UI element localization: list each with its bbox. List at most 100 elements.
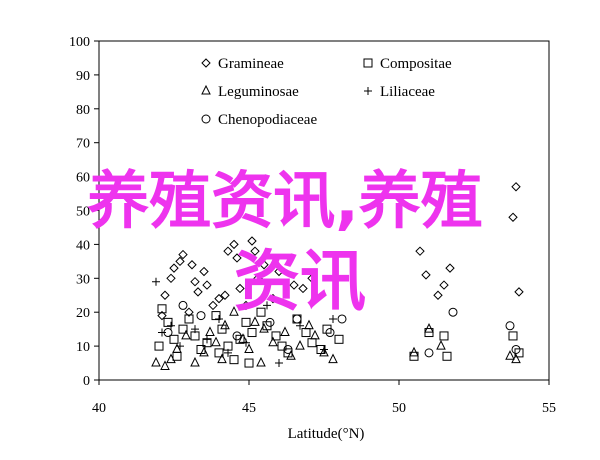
compositae-point (442, 351, 452, 361)
leguminosae-point (256, 356, 266, 367)
liliaceae-point (296, 321, 304, 330)
compositae-point (184, 314, 194, 324)
y-tick-label: 0 (83, 374, 90, 389)
gramineae-point (289, 280, 299, 290)
compositae-point (322, 324, 332, 334)
chenopodiaceae-point (325, 328, 335, 338)
compositae-point (163, 317, 173, 327)
chenopodiaceae-point (448, 307, 458, 317)
liliaceae-point (242, 338, 250, 347)
compositae-point (334, 334, 344, 344)
gramineae-point (253, 273, 263, 284)
compositae-point (214, 348, 224, 358)
y-tick-label: 20 (76, 306, 90, 321)
liliaceae-point (203, 335, 211, 344)
compositae-point (244, 358, 254, 368)
gramineae-point (160, 290, 170, 300)
gramineae-point (169, 263, 179, 273)
y-tick-label: 60 (76, 171, 90, 186)
gramineae-point (415, 246, 425, 256)
gramineae-point (223, 246, 233, 256)
gramineae-point (184, 307, 194, 317)
y-tick-label: 90 (76, 69, 90, 84)
data-points (151, 182, 524, 370)
liliaceae-point (152, 277, 160, 286)
y-tick-label: 100 (69, 35, 90, 50)
legend-label-compositae: Compositae (380, 56, 452, 72)
gramineae-point (232, 253, 242, 263)
gramineae-point (202, 280, 212, 290)
chenopodiaceae-point (232, 331, 242, 341)
leguminosae-point (511, 353, 521, 364)
liliaceae-point (263, 301, 271, 310)
compositae-point (439, 331, 449, 341)
overlay-watermark-line2: 资讯 (234, 243, 366, 320)
gramineae-point (214, 293, 224, 304)
compositae-point (211, 311, 221, 321)
gramineae-point (307, 273, 317, 284)
gramineae-point (199, 266, 209, 277)
liliaceae-point (191, 325, 199, 334)
compositae-point (235, 334, 245, 344)
leguminosae-point (190, 356, 200, 367)
legend-marker-gramineae (201, 58, 211, 68)
gramineae-point (229, 239, 239, 250)
legend-label-chenopodiaceae: Chenopodiaceae (218, 112, 317, 128)
leguminosae-point (181, 329, 191, 340)
leguminosae-point (151, 356, 161, 367)
legend: Gramineae Compositae Leguminosae Liliaceae C… (201, 56, 452, 128)
compositae-point (241, 317, 251, 327)
leguminosae-point (199, 346, 209, 357)
x-tick-label: 40 (92, 401, 106, 416)
liliaceae-point (320, 345, 328, 354)
compositae-point (178, 324, 188, 334)
leguminosae-point (211, 336, 221, 347)
liliaceae-point (224, 348, 232, 357)
x-tick-label: 55 (542, 401, 556, 416)
compositae-point (154, 341, 164, 351)
y-tick-label: 30 (76, 272, 90, 287)
liliaceae-point (275, 359, 283, 368)
chenopodiaceae-point (178, 300, 188, 310)
gramineae-point (190, 276, 200, 287)
gramineae-point (514, 287, 524, 297)
plot-area (98, 40, 550, 381)
chenopodiaceae-point (196, 311, 206, 321)
liliaceae-point (215, 314, 223, 323)
compositae-point (508, 331, 518, 341)
gramineae-point (247, 236, 257, 246)
leguminosae-point (319, 346, 329, 357)
y-tick-label: 10 (76, 340, 90, 355)
gramineae-point (175, 256, 185, 267)
legend-marker-liliaceae (364, 87, 372, 95)
legend-marker-leguminosae (201, 84, 211, 95)
gramineae-point (235, 283, 245, 294)
chenopodiaceae-point (163, 328, 173, 338)
leguminosae-point (166, 353, 176, 364)
compositae-point (247, 328, 257, 338)
chenopodiaceae-point (337, 314, 347, 324)
chenopodiaceae-point (424, 348, 434, 358)
leguminosae-point (220, 319, 230, 330)
compositae-point (514, 348, 524, 358)
gramineae-point (439, 280, 449, 290)
x-tick-label: 50 (392, 401, 406, 416)
chenopodiaceae-point (511, 344, 521, 354)
liliaceae-point (167, 321, 175, 330)
gramineae-point (250, 246, 260, 256)
gramineae-point (208, 300, 218, 311)
leguminosae-point (328, 353, 338, 364)
legend-marker-compositae (363, 58, 373, 68)
x-axis-title: Latitude(°N) (288, 426, 365, 442)
leguminosae-point (409, 346, 419, 357)
compositae-point (271, 331, 281, 341)
overlay-watermark-line1: 养殖资讯,养殖 (87, 164, 483, 237)
legend-label-gramineae: Gramineae (218, 56, 284, 72)
leguminosae-point (304, 319, 314, 330)
leguminosae-point (244, 343, 254, 353)
leguminosae-point (268, 336, 278, 347)
gramineae-point (433, 290, 443, 300)
leguminosae-point (217, 353, 227, 364)
liliaceae-point (158, 328, 166, 337)
